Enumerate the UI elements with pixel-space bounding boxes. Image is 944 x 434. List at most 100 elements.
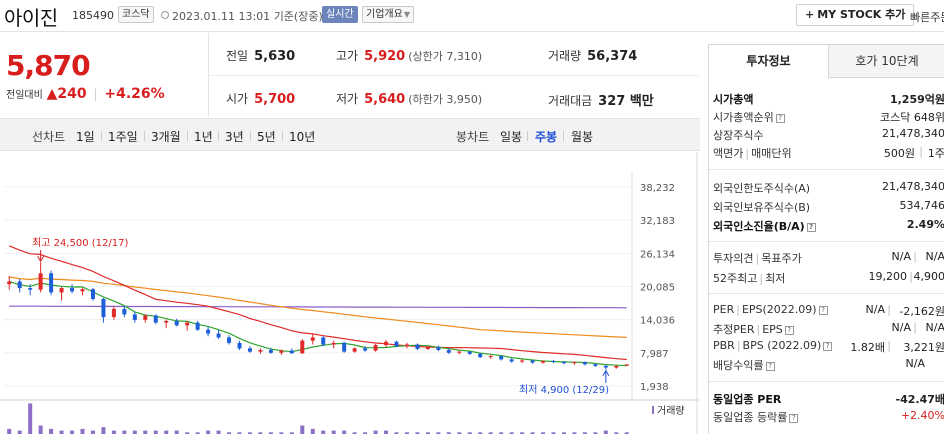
volume-bar: [28, 403, 33, 434]
help-icon[interactable]: ?: [784, 326, 794, 335]
volume-bar: [457, 432, 462, 434]
volume-bar: [80, 428, 85, 434]
volume-bar: [488, 432, 493, 434]
volume-bar: [614, 432, 619, 434]
stock-name: 아이진: [4, 6, 58, 30]
candle-body: [436, 347, 441, 351]
row-market-cap: 시가총액 1,259억원: [713, 93, 944, 106]
high-arrow-head: [37, 256, 45, 263]
line-chart-label: 선차트: [32, 130, 66, 144]
tab-3m[interactable]: 3개월: [151, 130, 181, 144]
candle-body: [551, 360, 556, 363]
open-price: 시가 5,700: [226, 92, 296, 107]
volume-bar: [70, 430, 75, 434]
candle-body: [352, 348, 357, 352]
candle-body: [206, 329, 211, 334]
ma5-line: [9, 280, 627, 367]
volume-bar: [216, 430, 221, 434]
tab-1d[interactable]: 1일: [76, 130, 95, 144]
candle-body: [195, 322, 200, 330]
row-listed-shares: 상장주식수 21,478,340: [713, 127, 944, 142]
row-industry-per: 동일업종 PER -42.47배: [713, 393, 944, 406]
candle-body: [38, 273, 43, 290]
candle-body: [289, 350, 294, 354]
realtime-button[interactable]: 실시간: [322, 6, 358, 23]
price-summary: 5,870 전일대비 ▲240 | +4.26% 전일 5,630 고가 5,920…: [0, 33, 700, 117]
y-tick-label: 7,987: [640, 349, 669, 360]
volume-bar: [321, 430, 326, 434]
row-pbr-bps: PBR | BPS (2022.09)? 1.82배 | 3,221원: [713, 339, 944, 354]
candle-body: [237, 342, 242, 349]
volume-bar: [530, 432, 535, 434]
candle-body: [509, 359, 514, 362]
help-icon[interactable]: ?: [806, 223, 816, 232]
volume-bar: [404, 432, 409, 434]
tab-5y[interactable]: 5년: [257, 130, 276, 144]
candle-body: [478, 353, 483, 358]
tab-3y[interactable]: 3년: [225, 130, 244, 144]
candle-body: [268, 350, 273, 353]
candle-chart-label: 봉차트: [456, 130, 490, 144]
volume-bar: [132, 430, 137, 434]
low-arrow-head: [602, 369, 610, 377]
candle-body: [59, 288, 64, 293]
candle-body: [132, 314, 137, 320]
volume-bar: [509, 432, 514, 434]
help-icon[interactable]: ?: [823, 342, 833, 351]
volume-bar: [467, 432, 472, 434]
candle-body: [425, 347, 430, 349]
row-per-eps: PER | EPS(2022.09)? N/A | -2,162원: [713, 303, 944, 318]
candle-body: [174, 320, 179, 326]
candle-body: [384, 341, 389, 346]
volume-legend-swatch: [652, 406, 654, 414]
volume-bar: [603, 430, 608, 434]
price-chart: 5 20 60 120 38,23232,18326,13420,08514,0…: [0, 152, 700, 434]
tab-1w[interactable]: 1주일: [108, 130, 138, 144]
tab-daily[interactable]: 일봉: [500, 130, 523, 144]
clock-icon: [161, 11, 169, 19]
tab-1y[interactable]: 1년: [194, 130, 213, 144]
candle-body: [363, 348, 368, 351]
volume-bar: [624, 432, 629, 434]
candle-body: [373, 345, 378, 351]
y-tick-label: 14,036: [640, 316, 675, 327]
company-overview-select[interactable]: 기업개요▼: [362, 6, 414, 23]
prev-close: 전일 5,630: [226, 49, 296, 64]
low-price: 저가 5,640 (하한가 3,950): [336, 92, 483, 107]
row-opinion: 투자의견 | 목표주가 N/A | N/A: [713, 250, 944, 265]
candle-body: [279, 350, 284, 353]
candle-body: [111, 308, 116, 318]
up-arrow-icon: ▲: [46, 86, 58, 102]
volume-bar: [174, 430, 179, 434]
candle-body: [561, 362, 566, 364]
volume-bar: [90, 430, 95, 434]
tab-weekly[interactable]: 주봉: [535, 130, 558, 144]
y-tick-label: 38,232: [640, 183, 675, 194]
volume-bar: [572, 432, 577, 434]
tab-monthly[interactable]: 월봉: [571, 130, 594, 144]
quick-order-button[interactable]: 빠른주문: [910, 11, 944, 24]
help-icon[interactable]: ?: [789, 414, 799, 423]
help-icon[interactable]: ?: [775, 114, 785, 123]
tab-10y[interactable]: 10년: [289, 130, 316, 144]
candle-body: [467, 351, 472, 354]
candle-body: [415, 344, 420, 349]
candlestick-svg: 38,232 32,183 26,134 20,085 14,036 7,987 1,938…: [0, 152, 700, 434]
candle-body: [122, 308, 127, 315]
candle-body: [488, 356, 493, 358]
candle-body: [331, 342, 336, 345]
help-icon[interactable]: ?: [765, 362, 775, 371]
volume-bar: [593, 432, 598, 434]
volume-bar: [331, 430, 336, 434]
tab-investment-info[interactable]: 투자정보: [709, 45, 829, 78]
add-mystock-button[interactable]: + MY STOCK 추가: [796, 4, 915, 26]
tab-orderbook-10[interactable]: 호가 10단계: [829, 45, 944, 78]
candle-body: [300, 340, 305, 354]
row-foreign-limit: 외국인한도주식수(A) 21,478,340: [713, 180, 944, 195]
help-icon[interactable]: ?: [818, 306, 828, 315]
change-rate: +4.26%: [104, 86, 165, 102]
candle-body: [153, 315, 158, 323]
volume-bar: [499, 432, 504, 434]
candle-body: [530, 360, 535, 363]
row-market-rank: 시가총액순위? 코스닥 648위: [713, 111, 944, 124]
